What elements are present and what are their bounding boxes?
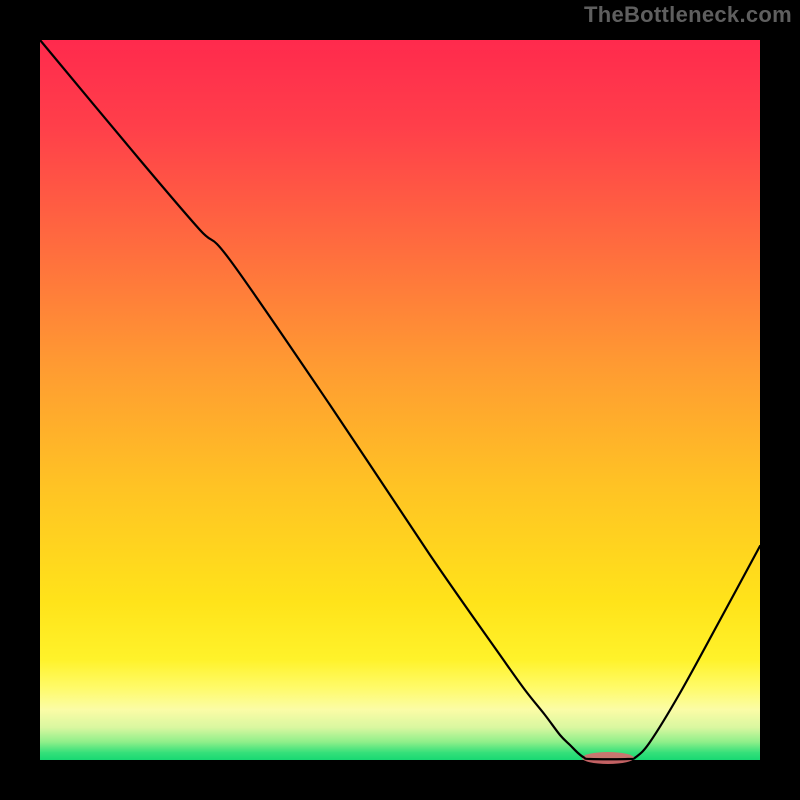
plot-area (40, 40, 760, 760)
watermark: TheBottleneck.com (584, 2, 792, 28)
chart-canvas: TheBottleneck.com (0, 0, 800, 800)
chart-svg (0, 0, 800, 800)
